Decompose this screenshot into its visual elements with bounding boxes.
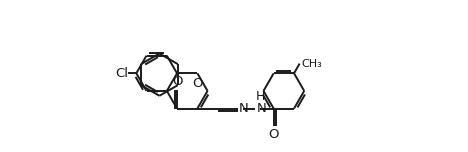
Text: H: H	[255, 90, 265, 103]
Text: CH₃: CH₃	[301, 59, 322, 69]
Text: Cl: Cl	[115, 67, 128, 80]
Text: N: N	[256, 102, 266, 115]
Text: O: O	[172, 75, 182, 88]
Text: O: O	[192, 77, 203, 90]
Text: O: O	[269, 128, 279, 141]
Text: N: N	[239, 102, 249, 115]
